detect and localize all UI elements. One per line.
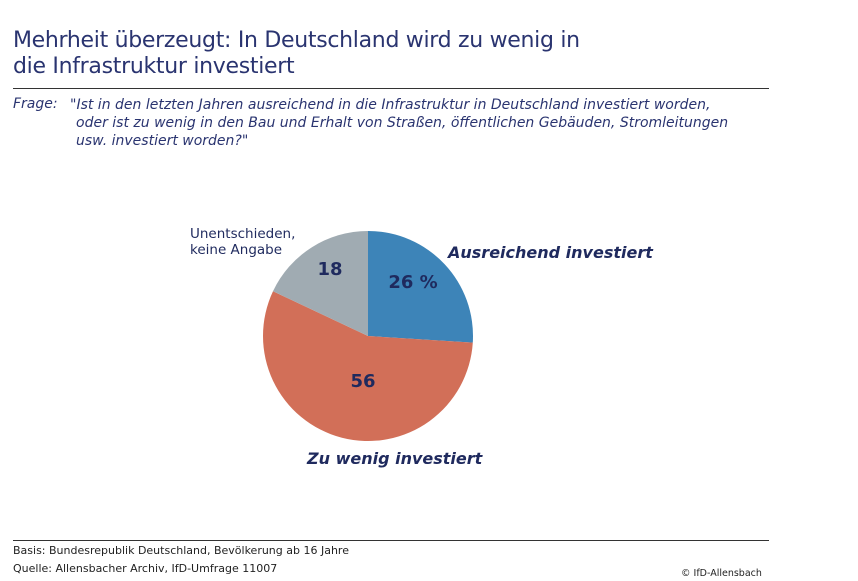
source-note: Quelle: Allensbacher Archiv, IfD-Umfrage… xyxy=(13,562,278,575)
question-line-3: usw. investiert worden?" xyxy=(76,133,249,149)
footer-divider xyxy=(13,540,769,541)
pie-slice-1 xyxy=(368,231,474,343)
question-text: "Ist in den letzten Jahren ausreichend i… xyxy=(70,96,770,150)
basis-note: Basis: Bundesrepublik Deutschland, Bevöl… xyxy=(13,544,349,557)
slice-value-label: 18 xyxy=(317,259,342,280)
question-line-1: "Ist in den letzten Jahren ausreichend i… xyxy=(70,97,711,113)
question-label: Frage: xyxy=(13,96,58,112)
chart-title: Mehrheit überzeugt: In Deutschland wird … xyxy=(13,28,580,80)
title-line-1: Mehrheit überzeugt: In Deutschland wird … xyxy=(13,28,580,53)
pie-slice-2 xyxy=(263,291,473,441)
question-line-2: oder ist zu wenig in den Bau und Erhalt … xyxy=(76,115,729,131)
copyright: © IfD-Allensbach xyxy=(681,568,762,579)
slice-category-label: Unentschieden, xyxy=(190,226,295,242)
pie-slice-3 xyxy=(272,231,368,336)
slice-category-label: Zu wenig investiert xyxy=(306,449,484,468)
slice-category-label: keine Angabe xyxy=(190,242,282,258)
title-divider xyxy=(13,88,769,89)
title-line-2: die Infrastruktur investiert xyxy=(13,54,295,79)
slice-value-label: 26 % xyxy=(388,272,437,293)
slice-value-label: 56 xyxy=(350,371,375,392)
slice-category-label: Ausreichend investiert xyxy=(446,243,654,262)
